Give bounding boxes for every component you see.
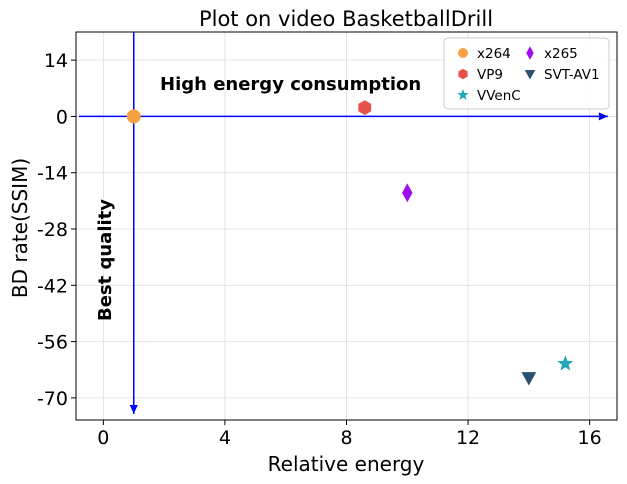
chart-title: Plot on video BasketballDrill [199, 7, 493, 31]
x-tick-label: 16 [578, 427, 602, 449]
y-axis-label: BD rate(SSIM) [8, 158, 32, 298]
legend-label-vvenc: VVenC [477, 88, 521, 104]
legend-label-svt-av1: SVT-AV1 [544, 67, 600, 83]
y-tick-label: 14 [44, 50, 68, 72]
data-point-x265 [402, 183, 413, 203]
legend-label-vp9: VP9 [477, 67, 503, 83]
data-point-x264 [126, 109, 141, 124]
data-points [126, 100, 574, 386]
y-tick-label: -42 [37, 275, 68, 297]
legend-box [443, 37, 610, 110]
legend-marker-x265 [526, 46, 534, 60]
legend: x264 x265 VP9 SVT-AV1 VVenC [443, 37, 610, 110]
plot-frame [75, 31, 618, 421]
x-axis-label: Relative energy [268, 452, 425, 476]
legend-marker-vp9 [458, 68, 468, 80]
annotation-best-quality: Best quality [95, 199, 116, 321]
x-tick-label: 12 [456, 427, 480, 449]
x-tick-label: 8 [340, 427, 352, 449]
annotation-arrow-head [129, 404, 138, 414]
annotation-arrow-head [598, 112, 608, 121]
y-tick-label: -56 [37, 332, 68, 354]
axis-ticks: 0 4 8 12 16 14 0 -14 -28 -42 -56 -70 [37, 50, 602, 449]
legend-marker-x264 [458, 48, 468, 58]
legend-label-x265: x265 [544, 46, 578, 62]
legend-label-x264: x264 [477, 46, 511, 62]
x-tick-label: 4 [219, 427, 231, 449]
x-tick-label: 0 [97, 427, 109, 449]
legend-entries: x264 x265 VP9 SVT-AV1 VVenC [457, 46, 600, 104]
legend-marker-vvenc [457, 89, 469, 100]
annotation-arrows [79, 32, 608, 414]
y-tick-label: -14 [37, 163, 68, 185]
y-tick-label: -28 [37, 219, 68, 241]
data-point-svt-av1 [521, 372, 537, 386]
annotation-high-energy: High energy consumption [160, 74, 421, 95]
y-tick-label: -70 [37, 388, 68, 410]
y-tick-label: 0 [56, 106, 68, 128]
data-point-vvenc [557, 355, 574, 371]
legend-marker-svt-av1 [524, 70, 536, 80]
data-point-vp9 [358, 100, 372, 115]
